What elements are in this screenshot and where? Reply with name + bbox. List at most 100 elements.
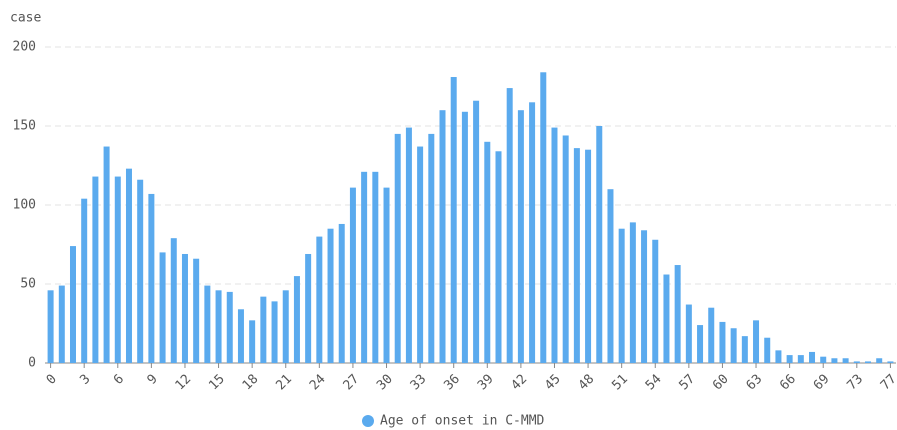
bar xyxy=(114,176,121,363)
y-tick-label: 100 xyxy=(13,198,36,213)
bar xyxy=(797,355,804,363)
bar xyxy=(495,151,502,363)
bar xyxy=(271,301,278,363)
x-tick-label: 63 xyxy=(744,372,766,394)
bar xyxy=(103,146,110,363)
x-tick-label: 12 xyxy=(173,372,195,394)
x-tick-label: 24 xyxy=(307,372,329,394)
bar xyxy=(260,296,267,363)
x-tick-label: 30 xyxy=(374,372,396,394)
bar xyxy=(865,361,872,363)
bar xyxy=(809,351,816,363)
y-tick-label: 150 xyxy=(13,119,36,134)
bar xyxy=(618,228,625,363)
legend-marker xyxy=(362,415,374,427)
bar xyxy=(708,307,715,363)
bar xyxy=(226,291,233,363)
bar xyxy=(853,361,860,363)
bar xyxy=(372,171,379,363)
bar xyxy=(193,258,200,363)
x-tick-label: 27 xyxy=(341,372,363,394)
bar xyxy=(876,358,883,363)
bar xyxy=(125,168,132,363)
x-tick-label: 69 xyxy=(811,372,833,394)
bar xyxy=(596,126,603,363)
bar xyxy=(181,253,188,363)
bar xyxy=(641,230,648,363)
legend-label: Age of onset in C-MMD xyxy=(380,414,545,429)
x-tick-label: 54 xyxy=(643,372,665,394)
bar xyxy=(383,187,390,363)
x-tick-label: 36 xyxy=(441,372,463,394)
bar xyxy=(741,336,748,363)
bar xyxy=(753,320,760,363)
bar xyxy=(730,328,737,363)
bar xyxy=(697,325,704,363)
bar xyxy=(439,110,446,363)
x-tick-label: 0 xyxy=(44,372,60,388)
bar xyxy=(663,274,670,363)
bar xyxy=(450,77,457,364)
bar xyxy=(405,127,412,363)
bar xyxy=(81,198,88,363)
y-tick-label: 50 xyxy=(20,277,36,292)
bar xyxy=(573,148,580,363)
bar xyxy=(249,320,256,363)
bar xyxy=(237,309,244,363)
bar xyxy=(473,100,480,363)
x-tick-label: 6 xyxy=(111,372,127,388)
x-tick-label: 51 xyxy=(609,372,631,394)
x-tick-label: 21 xyxy=(273,372,295,394)
bar xyxy=(775,350,782,363)
bar xyxy=(786,355,793,363)
bar xyxy=(540,72,547,363)
x-tick-label: 45 xyxy=(542,372,564,394)
bar xyxy=(685,304,692,363)
bar xyxy=(585,149,592,363)
bar xyxy=(506,88,513,363)
bar xyxy=(461,111,468,363)
x-tick-label: 48 xyxy=(576,372,598,394)
bar xyxy=(831,358,838,363)
bar xyxy=(159,252,166,363)
bar xyxy=(417,146,424,363)
bar xyxy=(719,321,726,363)
y-tick-label: 0 xyxy=(28,356,36,371)
bar xyxy=(349,187,356,363)
bar xyxy=(170,238,177,363)
bar xyxy=(137,179,144,363)
x-tick-label: 60 xyxy=(710,372,732,394)
bar xyxy=(394,133,401,363)
bar xyxy=(148,193,155,363)
bar xyxy=(338,223,345,363)
bar xyxy=(484,141,491,363)
x-tick-label: 18 xyxy=(240,372,262,394)
x-tick-label: 57 xyxy=(676,372,698,394)
bar xyxy=(305,253,312,363)
bar xyxy=(58,285,65,363)
bar xyxy=(842,358,849,363)
bar xyxy=(562,135,569,363)
bar xyxy=(629,222,636,363)
bar xyxy=(204,285,211,363)
bar xyxy=(551,127,558,363)
bar xyxy=(607,189,614,363)
bar xyxy=(327,228,334,363)
bar xyxy=(316,236,323,363)
x-tick-label: 9 xyxy=(145,372,161,388)
x-tick-label: 3 xyxy=(77,372,93,388)
x-tick-label: 15 xyxy=(206,372,228,394)
bar xyxy=(529,102,536,364)
bar xyxy=(293,276,300,363)
x-tick-label: 33 xyxy=(408,372,430,394)
x-tick-label: 77 xyxy=(878,372,897,394)
bar xyxy=(652,239,659,363)
bar xyxy=(282,290,289,363)
y-axis-title: case xyxy=(10,11,41,26)
x-tick-label: 66 xyxy=(777,372,799,394)
x-tick-label: 73 xyxy=(844,372,866,394)
bar xyxy=(47,290,54,363)
bar xyxy=(764,337,771,363)
